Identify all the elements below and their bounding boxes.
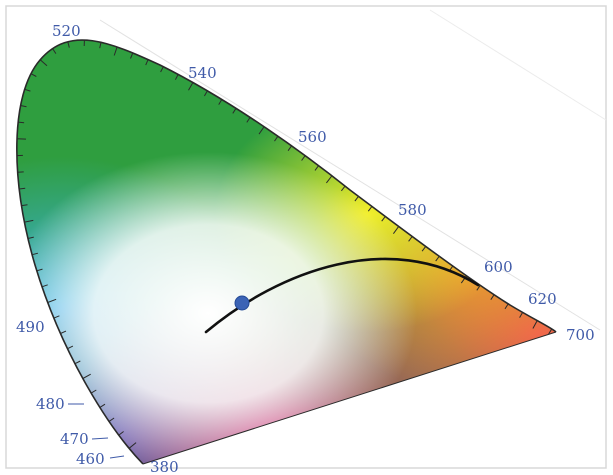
wavelength-tick: [52, 48, 57, 54]
wavelength-label-620: 620: [528, 290, 557, 308]
wavelength-tick: [24, 88, 31, 92]
wavelength-tick: [326, 175, 333, 184]
wavelength-tick: [301, 155, 306, 161]
wavelength-tick: [218, 99, 223, 105]
wavelength-tick: [60, 330, 67, 334]
wavelength-tick: [246, 117, 251, 123]
wavelength-tick: [476, 285, 481, 291]
wavelength-label-580: 580: [398, 201, 427, 219]
wavelength-tick: [341, 185, 346, 192]
wavelength-tick: [47, 298, 57, 303]
wavelength-tick: [19, 187, 26, 190]
wavelength-label-490: 490: [16, 318, 45, 336]
wavelength-tick: [53, 315, 60, 319]
wavelength-tick: [490, 294, 495, 300]
wavelength-tick: [354, 196, 359, 202]
wavelength-tick: [113, 46, 118, 56]
wavelength-label-470: 470: [60, 430, 89, 448]
wavelength-tick: [381, 216, 386, 222]
wavelength-tick: [30, 73, 37, 77]
extension-line-faint: [429, 9, 607, 121]
wavelength-tick: [188, 82, 194, 91]
wavelength-tick: [160, 66, 164, 73]
wavelength-tick-marks: [16, 39, 553, 449]
wavelength-tick: [408, 236, 413, 242]
extension-line-top: [99, 19, 601, 331]
wavelength-tick: [67, 345, 74, 350]
wavelength-tick: [21, 204, 28, 207]
wavelength-tick: [36, 268, 43, 272]
wavelength-label-700: 700: [566, 326, 595, 344]
wavelength-tick: [367, 206, 373, 212]
wavelength-tick: [90, 389, 97, 394]
wavelength-tick: [203, 90, 208, 97]
wavelength-label-460: 460: [76, 450, 105, 468]
wavelength-tick: [39, 59, 48, 67]
wavelength-label-520: 520: [52, 22, 81, 40]
wavelength-tick: [99, 42, 102, 49]
wavelength-label-540: 540: [188, 64, 217, 82]
wavelength-tick: [174, 74, 179, 80]
leader-line-470: [91, 437, 109, 440]
wavelength-tick: [519, 312, 524, 318]
wavelength-tick: [118, 431, 124, 436]
wavelength-tick: [145, 59, 149, 66]
wavelength-tick: [108, 417, 115, 422]
wavelength-tick: [128, 442, 137, 449]
wavelength-tick: [504, 303, 509, 310]
wavelength-tick: [287, 145, 293, 151]
wavelength-tick: [31, 252, 39, 256]
wavelength-tick: [82, 373, 91, 379]
wavelength-label-560: 560: [298, 128, 327, 146]
wavelength-tick: [274, 135, 279, 142]
wavelength-tick: [532, 320, 538, 329]
spectral-locus-outline: [16, 39, 557, 465]
wavelength-tick: [258, 126, 265, 135]
wavelength-tick: [232, 108, 237, 114]
planckian-locus-curve: [204, 257, 480, 334]
leader-line-460: [109, 455, 125, 459]
wavelength-label-380: 380: [150, 458, 179, 475]
wavelength-tick: [99, 403, 106, 408]
white-point-marker: [234, 295, 250, 311]
wavelength-tick: [421, 246, 427, 252]
wavelength-tick: [392, 226, 400, 234]
wavelength-label-600: 600: [484, 258, 513, 276]
wavelength-tick: [18, 121, 25, 124]
wavelength-tick: [67, 41, 70, 48]
wavelength-tick: [20, 105, 27, 108]
wavelength-tick: [41, 284, 48, 288]
wavelength-tick: [74, 360, 81, 365]
wavelength-tick: [24, 219, 34, 223]
wavelength-tick: [548, 328, 553, 335]
wavelength-tick: [130, 52, 134, 59]
wavelength-label-480: 480: [36, 395, 65, 413]
wavelength-tick: [314, 165, 320, 171]
purple-line: [142, 331, 557, 465]
wavelength-tick: [435, 256, 440, 262]
wavelength-tick: [27, 236, 34, 239]
